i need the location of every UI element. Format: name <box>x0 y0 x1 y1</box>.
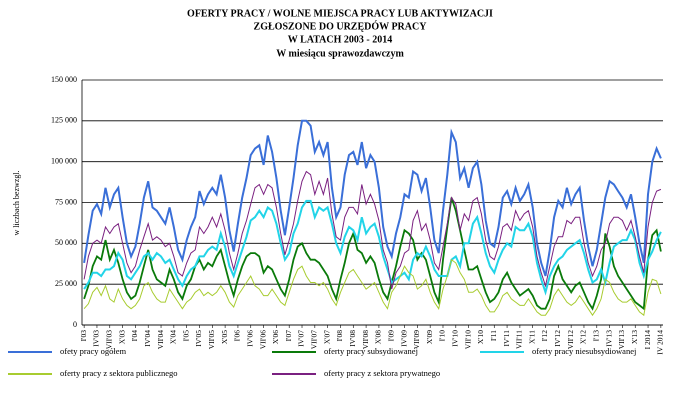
x-tick-label: IV'13 <box>604 330 613 347</box>
x-tick-label: VII'10 <box>463 330 472 350</box>
x-tick-label: IV'03 <box>92 330 101 347</box>
x-tick-label: I'12 <box>540 330 549 342</box>
x-tick-label: VII'08 <box>361 330 370 350</box>
chart-title: OFERTY PRACY / WOLNE MIEJSCA PRACY LUB A… <box>187 8 493 19</box>
x-tick-label: VII'11 <box>515 330 524 349</box>
x-tick-label: X'05 <box>220 330 229 345</box>
x-tick-label: I'04 <box>130 330 139 342</box>
x-tick-label: X'06 <box>271 330 280 345</box>
legend-label: ofety pracy ogółem <box>60 346 126 356</box>
y-tick-label: 75 000 <box>55 197 77 206</box>
x-tick-label: VII'07 <box>310 330 319 350</box>
x-tick-label: X'08 <box>374 330 383 345</box>
x-tick-label: IV'10 <box>451 330 460 347</box>
x-tick-label: I'05 <box>181 330 190 342</box>
x-tick-label: IV'04 <box>143 330 152 347</box>
chart-title: W LATACH 2003 - 2014 <box>288 34 392 45</box>
x-tick-label: VII'05 <box>207 330 216 350</box>
x-tick-label: X'12 <box>579 330 588 345</box>
x-tick-label: X'09 <box>425 330 434 345</box>
legend-label: oferty pracy subsydiowanej <box>324 346 418 356</box>
series-line <box>83 197 662 311</box>
x-tick-label: X'11 <box>527 330 536 344</box>
x-tick-label: I'08 <box>335 330 344 342</box>
chart-title: ZGŁOSZONE DO URZĘDÓW PRACY <box>254 20 428 32</box>
x-tick-label: IV'12 <box>553 330 562 347</box>
x-tick-label: X'03 <box>117 330 126 345</box>
series-line <box>83 199 662 296</box>
x-tick-label: VII'03 <box>104 330 113 350</box>
x-tick-label: X'13 <box>630 330 639 345</box>
x-tick-label: I'09 <box>386 330 395 342</box>
series-line <box>83 258 662 317</box>
x-tick-label: I 2014 <box>643 330 652 350</box>
x-tick-label: IV'11 <box>502 330 511 347</box>
y-tick-label: 100 000 <box>51 156 77 165</box>
x-tick-label: IV'08 <box>348 330 357 347</box>
x-tick-label: I'07 <box>284 330 293 342</box>
x-tick-label: X'07 <box>322 330 331 345</box>
x-tick-label: I'06 <box>233 330 242 342</box>
series-line <box>83 119 662 277</box>
y-tick-label: 50 000 <box>55 238 77 247</box>
x-tick-label: VII'12 <box>566 330 575 350</box>
x-tick-label: IV'05 <box>194 330 203 347</box>
x-tick-label: IV'06 <box>245 330 254 347</box>
x-tick-label: I'10 <box>438 330 447 342</box>
x-tick-label: I'11 <box>489 330 498 341</box>
x-tick-label: IV'07 <box>297 330 306 347</box>
x-tick-label: VII'06 <box>258 330 267 350</box>
y-tick-label: 150 000 <box>51 75 77 84</box>
legend-label: oferty pracy niesubsydiowanej <box>532 346 636 356</box>
series-line <box>83 170 662 290</box>
x-tick-label: VII'13 <box>617 330 626 350</box>
chart-subtitle: W miesiącu sprawozdawczym <box>276 48 404 59</box>
y-axis-label: w liczbach bezwzgl. <box>12 170 21 235</box>
legend-label: oferty pracy z sektora prywatnego <box>324 368 440 378</box>
x-tick-label: VII'04 <box>156 330 165 350</box>
legend-label: oferty pracy z sektora publicznego <box>60 368 178 378</box>
x-tick-label: I'03 <box>79 330 88 342</box>
x-tick-label: X'04 <box>169 330 178 345</box>
x-tick-label: IV'09 <box>399 330 408 347</box>
y-tick-label: 125 000 <box>51 116 77 125</box>
x-tick-label: IV 2014 <box>656 330 665 355</box>
x-tick-label: X'10 <box>476 330 485 345</box>
y-tick-label: 25 000 <box>55 279 77 288</box>
x-tick-label: I'13 <box>592 330 601 342</box>
x-tick-label: VII'09 <box>412 330 421 350</box>
y-tick-label: 0 <box>73 320 77 329</box>
